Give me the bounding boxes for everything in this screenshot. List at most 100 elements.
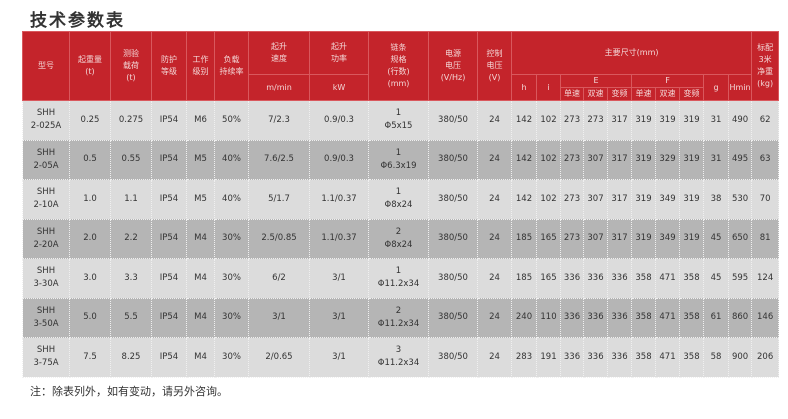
table-cell: 490 bbox=[727, 100, 753, 141]
header-E-dual: 双速 bbox=[583, 87, 608, 101]
table-cell: 530 bbox=[727, 179, 753, 220]
table-cell: 349 bbox=[655, 179, 680, 220]
table-cell: 336 bbox=[583, 297, 608, 338]
header-lift-power-unit: kW bbox=[309, 74, 369, 101]
spec-table: 型号 起重量 (t) 测验 载荷 (t) 防护 等级 工作 级别 负载 持续率 … bbox=[22, 31, 780, 378]
table-cell: 1 Φ6.3x19 bbox=[368, 139, 429, 180]
header-dimensions: 主要尺寸(mm) bbox=[510, 31, 753, 75]
table-cell: 24 bbox=[477, 179, 512, 220]
header-F: F bbox=[631, 74, 704, 88]
table-cell: 185 bbox=[511, 218, 537, 259]
page-title: 技术参数表 bbox=[30, 11, 125, 31]
table-cell: SHH 2-05A bbox=[22, 139, 70, 180]
table-cell: 2 Φ11.2x34 bbox=[368, 297, 429, 338]
table-cell: 0.55 bbox=[110, 139, 152, 180]
table-cell: 495 bbox=[727, 139, 753, 180]
header-protection: 防护 等级 bbox=[151, 31, 187, 101]
table-cell: 63 bbox=[751, 139, 780, 180]
table-cell: 307 bbox=[583, 179, 608, 220]
table-cell: 40% bbox=[214, 139, 249, 180]
table-row: SHH 2-05A 0.5 0.55 IP54 M5 40% 7.6/2.5 0.9/0.3 1… bbox=[22, 139, 780, 180]
header-F-single: 单速 bbox=[631, 87, 656, 101]
table-cell: 336 bbox=[583, 258, 608, 299]
table-cell: SHH 2-20A bbox=[22, 218, 70, 259]
table-cell: 240 bbox=[511, 297, 537, 338]
table-cell: 319 bbox=[631, 100, 656, 141]
table-cell: 38 bbox=[703, 179, 729, 220]
table-cell: 2/0.65 bbox=[248, 337, 310, 378]
table-cell: IP54 bbox=[151, 297, 187, 338]
table-cell: 336 bbox=[560, 258, 584, 299]
footnote: 注：除表列外，如有变动，请另外咨询。 bbox=[30, 385, 228, 398]
table-cell: 30% bbox=[214, 218, 249, 259]
table-row: SHH 3-30A 3.0 3.3 IP54 M4 30% 6/2 3/1 1 Φ11.2x34… bbox=[22, 258, 780, 299]
table-cell: 2.5/0.85 bbox=[248, 218, 310, 259]
table-cell: 45 bbox=[703, 218, 729, 259]
table-cell: 2.0 bbox=[69, 218, 111, 259]
header-duty-cycle: 负载 持续率 bbox=[214, 31, 249, 101]
table-cell: 7/2.3 bbox=[248, 100, 310, 141]
header-test-load: 测验 载荷 (t) bbox=[110, 31, 152, 101]
table-cell: IP54 bbox=[151, 100, 187, 141]
table-cell: 40% bbox=[214, 179, 249, 220]
table-cell: 146 bbox=[751, 297, 780, 338]
header-F-vfd: 变频 bbox=[679, 87, 704, 101]
table-cell: 7.5 bbox=[69, 337, 111, 378]
table-cell: 319 bbox=[679, 100, 704, 141]
table-cell: 273 bbox=[560, 179, 584, 220]
table-cell: SHH 3-30A bbox=[22, 258, 70, 299]
table-cell: 319 bbox=[679, 218, 704, 259]
table-cell: 317 bbox=[607, 179, 632, 220]
table-cell: 380/50 bbox=[428, 179, 478, 220]
table-cell: 8.25 bbox=[110, 337, 152, 378]
table-cell: 471 bbox=[655, 337, 680, 378]
table-cell: 1.1 bbox=[110, 179, 152, 220]
table-cell: M6 bbox=[186, 100, 215, 141]
table-cell: 319 bbox=[679, 179, 704, 220]
table-cell: 1.1/0.37 bbox=[309, 179, 369, 220]
table-cell: 124 bbox=[751, 258, 780, 299]
table-cell: 900 bbox=[727, 337, 753, 378]
table-cell: IP54 bbox=[151, 337, 187, 378]
table-cell: 3/1 bbox=[309, 258, 369, 299]
table-cell: 1 Φ8x24 bbox=[368, 179, 429, 220]
spec-table-body: SHH 2-025A 0.25 0.275 IP54 M6 50% 7/2.3 0.9/0.3… bbox=[22, 100, 780, 378]
table-cell: 336 bbox=[560, 337, 584, 378]
table-cell: 358 bbox=[631, 337, 656, 378]
table-cell: 380/50 bbox=[428, 100, 478, 141]
table-cell: 165 bbox=[536, 258, 561, 299]
table-cell: 31 bbox=[703, 100, 729, 141]
header-E: E bbox=[560, 74, 632, 88]
header-model: 型号 bbox=[22, 31, 70, 101]
table-cell: 142 bbox=[511, 139, 537, 180]
header-capacity: 起重量 (t) bbox=[69, 31, 111, 101]
table-cell: 319 bbox=[655, 100, 680, 141]
table-cell: 24 bbox=[477, 139, 512, 180]
table-cell: 471 bbox=[655, 297, 680, 338]
table-cell: 2.2 bbox=[110, 218, 152, 259]
table-row: SHH 2-20A 2.0 2.2 IP54 M4 30% 2.5/0.85 1.1/0.37… bbox=[22, 218, 780, 259]
table-cell: 358 bbox=[679, 297, 704, 338]
table-cell: 307 bbox=[583, 139, 608, 180]
header-lift-speed: 起升 速度 bbox=[248, 31, 310, 75]
table-cell: 191 bbox=[536, 337, 561, 378]
table-cell: SHH 3-75A bbox=[22, 337, 70, 378]
table-cell: 24 bbox=[477, 218, 512, 259]
table-cell: IP54 bbox=[151, 139, 187, 180]
table-cell: IP54 bbox=[151, 218, 187, 259]
table-cell: 185 bbox=[511, 258, 537, 299]
table-cell: M5 bbox=[186, 179, 215, 220]
header-chain: 链条 规格 (行数) (mm) bbox=[368, 31, 429, 101]
header-supply-voltage: 电源 电压 (V/Hz) bbox=[428, 31, 478, 101]
table-cell: 81 bbox=[751, 218, 780, 259]
table-cell: 110 bbox=[536, 297, 561, 338]
table-cell: 380/50 bbox=[428, 258, 478, 299]
table-cell: 860 bbox=[727, 297, 753, 338]
table-cell: 319 bbox=[631, 179, 656, 220]
table-cell: 45 bbox=[703, 258, 729, 299]
table-cell: 595 bbox=[727, 258, 753, 299]
table-cell: 3.3 bbox=[110, 258, 152, 299]
table-cell: 165 bbox=[536, 218, 561, 259]
table-cell: 336 bbox=[607, 297, 632, 338]
table-cell: 358 bbox=[631, 258, 656, 299]
